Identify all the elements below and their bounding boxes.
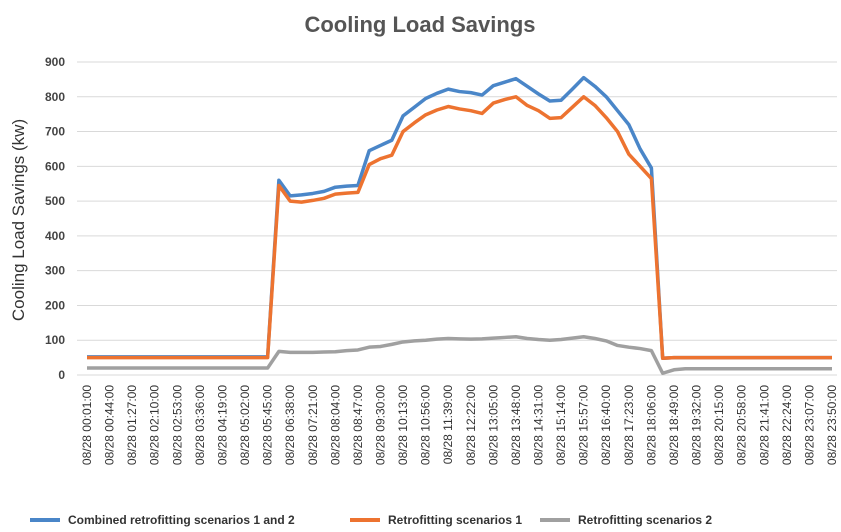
x-tick-label: 08/28 05:45:00 [261, 385, 275, 465]
x-tick-label: 08/28 12:22:00 [464, 385, 478, 465]
x-tick-label: 08/28 21:41:00 [757, 385, 771, 465]
legend-label: Retrofitting scenarios 2 [578, 513, 712, 527]
x-tick-label: 08/28 11:39:00 [441, 385, 455, 465]
x-tick-label: 08/28 23:50:00 [825, 385, 839, 465]
y-tick-label: 300 [45, 264, 65, 278]
x-tick-label: 08/28 18:49:00 [667, 385, 681, 465]
x-tick-label: 08/28 15:14:00 [554, 385, 568, 465]
chart-title: Cooling Load Savings [304, 12, 535, 37]
series-line [87, 334, 832, 376]
y-tick-label: 700 [45, 125, 65, 139]
x-tick-label: 08/28 22:24:00 [780, 385, 794, 465]
y-tick-label: 600 [45, 159, 65, 173]
x-tick-label: 08/28 15:57:00 [577, 385, 591, 465]
y-tick-label: 0 [58, 368, 65, 382]
x-tick-label: 08/28 03:36:00 [193, 385, 207, 465]
x-tick-label: 08/28 20:15:00 [712, 385, 726, 465]
x-tick-label: 08/28 05:02:00 [238, 385, 252, 465]
y-axis-title: Cooling Load Savings (kw) [9, 119, 28, 321]
x-tick-label: 08/28 13:48:00 [509, 385, 523, 465]
x-tick-label: 08/28 14:31:00 [532, 385, 546, 465]
x-tick-label: 08/28 19:32:00 [690, 385, 704, 465]
x-tick-label: 08/28 07:21:00 [306, 385, 320, 465]
x-tick-label: 08/28 01:27:00 [125, 385, 139, 465]
y-tick-label: 900 [45, 55, 65, 69]
x-tick-label: 08/28 10:56:00 [419, 385, 433, 465]
legend-label: Combined retrofitting scenarios 1 and 2 [68, 513, 295, 527]
x-tick-label: 08/28 23:07:00 [802, 385, 816, 465]
x-tick-label: 08/28 13:05:00 [486, 385, 500, 465]
x-tick-label: 08/28 02:10:00 [148, 385, 162, 465]
series-line [87, 95, 832, 361]
x-tick-label: 08/28 16:40:00 [599, 385, 613, 465]
y-tick-label: 200 [45, 298, 65, 312]
x-tick-label: 08/28 02:53:00 [170, 385, 184, 465]
x-tick-label: 08/28 09:30:00 [373, 385, 387, 465]
x-tick-label: 08/28 06:38:00 [283, 385, 297, 465]
x-tick-label: 08/28 00:01:00 [80, 385, 94, 465]
x-tick-label: 08/28 20:58:00 [735, 385, 749, 465]
legend-label: Retrofitting scenarios 1 [388, 513, 522, 527]
y-tick-label: 100 [45, 333, 65, 347]
x-tick-label: 08/28 10:13:00 [396, 385, 410, 465]
x-tick-label: 08/28 00:44:00 [103, 385, 117, 465]
x-tick-label: 08/28 17:23:00 [622, 385, 636, 465]
x-tick-label: 08/28 18:06:00 [644, 385, 658, 465]
y-tick-label: 500 [45, 194, 65, 208]
x-tick-label: 08/28 08:04:00 [328, 385, 342, 465]
y-tick-label: 800 [45, 90, 65, 104]
x-tick-label: 08/28 04:19:00 [215, 385, 229, 465]
series-line [87, 75, 832, 361]
y-tick-label: 400 [45, 229, 65, 243]
x-tick-label: 08/28 08:47:00 [351, 385, 365, 465]
